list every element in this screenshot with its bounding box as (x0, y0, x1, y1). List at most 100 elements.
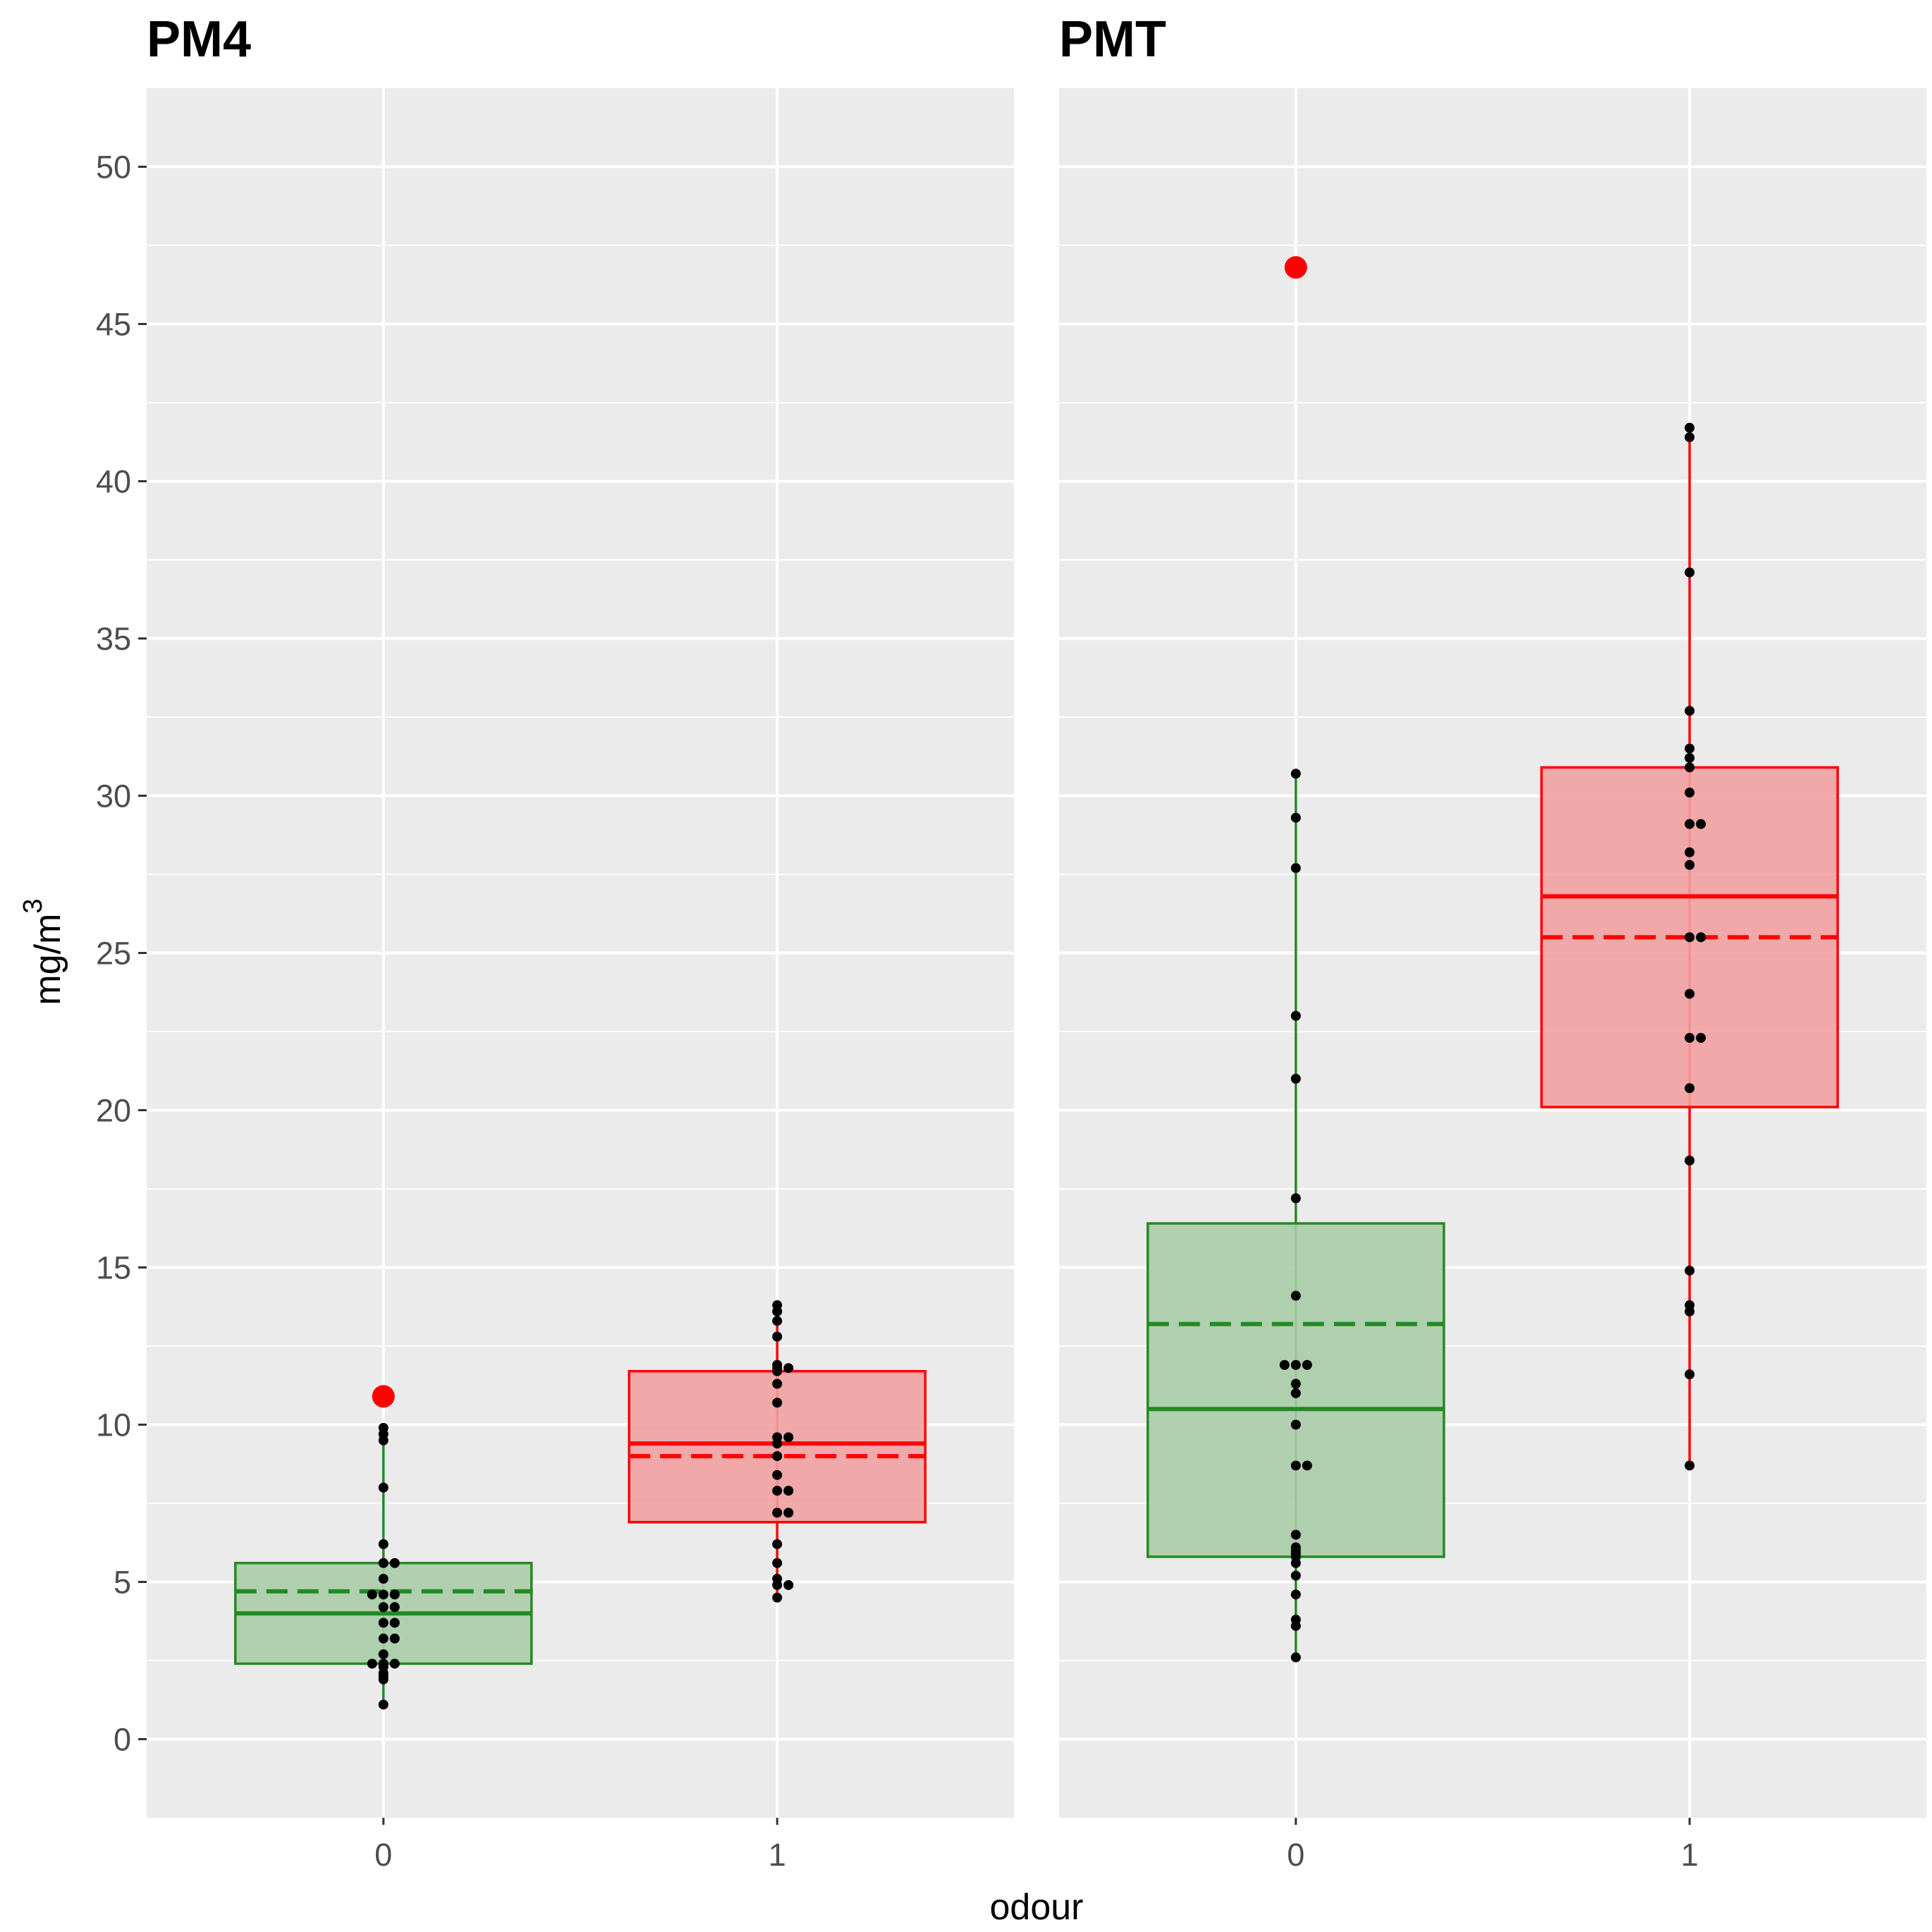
data-point (1290, 863, 1301, 874)
data-point (1290, 1010, 1301, 1021)
data-point (772, 1486, 783, 1496)
data-point (1696, 819, 1706, 829)
data-point (1696, 932, 1706, 943)
data-point (378, 1618, 389, 1628)
data-point (389, 1602, 400, 1613)
data-point (1290, 1359, 1301, 1370)
data-point (772, 1331, 783, 1342)
y-tick-label: 15 (96, 1250, 131, 1286)
data-point (378, 1658, 389, 1669)
data-point (1290, 1542, 1301, 1553)
data-point (1685, 706, 1695, 716)
data-point (783, 1579, 794, 1590)
data-point (783, 1363, 794, 1374)
data-point (772, 1469, 783, 1480)
data-point (1302, 1460, 1312, 1471)
data-point (1279, 1359, 1290, 1370)
data-point (1290, 1615, 1301, 1625)
y-axis-title-superscript: 3 (18, 898, 48, 913)
data-point (772, 1300, 783, 1311)
data-point (1302, 1359, 1312, 1370)
data-point (772, 1539, 783, 1549)
x-tick-label: 0 (1287, 1837, 1304, 1873)
data-point (772, 1574, 783, 1584)
data-point (1685, 1265, 1695, 1276)
data-point (772, 1316, 783, 1326)
data-point (378, 1699, 389, 1710)
data-point (1290, 1419, 1301, 1430)
data-point (1290, 1193, 1301, 1204)
x-axis-title: odour (990, 1887, 1084, 1928)
data-point (1290, 1652, 1301, 1663)
y-tick-label: 45 (96, 307, 131, 343)
panel-pmt: PMT 0 1 (1059, 11, 1926, 1873)
data-point (378, 1558, 389, 1568)
data-point (367, 1589, 377, 1600)
data-point (1290, 1529, 1301, 1540)
data-point (772, 1359, 783, 1370)
data-point (772, 1432, 783, 1443)
data-point (772, 1508, 783, 1518)
data-point (1290, 1388, 1301, 1398)
outlier-point (1284, 256, 1307, 279)
data-point (772, 1378, 783, 1389)
data-point (1685, 1369, 1695, 1380)
data-point (378, 1574, 389, 1584)
data-point (389, 1658, 400, 1669)
data-point (772, 1451, 783, 1462)
data-point (1696, 1032, 1706, 1043)
data-point (389, 1589, 400, 1600)
data-point (1290, 1378, 1301, 1389)
y-tick-label: 5 (114, 1565, 131, 1601)
data-point (772, 1558, 783, 1568)
data-point (378, 1589, 389, 1600)
y-axis-title-base: mg/m (27, 914, 68, 1005)
data-point (1685, 762, 1695, 773)
panel-title: PM4 (147, 11, 251, 68)
data-point (378, 1633, 389, 1644)
data-point (1290, 812, 1301, 823)
y-tick-label: 35 (96, 621, 131, 657)
y-tick-label: 40 (96, 464, 131, 500)
data-point (378, 1649, 389, 1660)
data-point (378, 1602, 389, 1613)
data-point (1685, 819, 1695, 829)
data-point (378, 1482, 389, 1493)
data-point (1290, 1290, 1301, 1301)
data-point (1685, 743, 1695, 754)
x-tick-label: 1 (769, 1837, 786, 1873)
data-point (1685, 788, 1695, 798)
data-point (1685, 422, 1695, 433)
data-point (1290, 1589, 1301, 1600)
data-point (1685, 860, 1695, 870)
data-point (367, 1658, 377, 1669)
box-group-1 (1540, 422, 1839, 1471)
y-axis-title: mg/m3 (18, 898, 68, 1005)
data-point (1685, 989, 1695, 999)
y-tick-label: 30 (96, 778, 131, 814)
x-tick-label: 0 (374, 1837, 392, 1873)
data-point (389, 1618, 400, 1628)
data-point (772, 1592, 783, 1603)
y-tick-label: 20 (96, 1093, 131, 1129)
data-point (1290, 1460, 1301, 1471)
box-group-0 (1147, 256, 1445, 1663)
data-point (1685, 1083, 1695, 1094)
data-point (378, 1539, 389, 1549)
data-point (1685, 1032, 1695, 1043)
outlier-point (372, 1385, 395, 1408)
data-point (1685, 1155, 1695, 1166)
data-point (783, 1486, 794, 1496)
data-point (1290, 1073, 1301, 1084)
data-point (389, 1633, 400, 1644)
box-group-1 (628, 1300, 927, 1603)
data-point (1290, 769, 1301, 779)
panel-title: PMT (1059, 11, 1166, 68)
data-point (1685, 432, 1695, 443)
y-tick-label: 0 (114, 1722, 131, 1758)
panel-pm4: PM4 0 1 (147, 11, 1014, 1873)
y-tick-label: 25 (96, 936, 131, 972)
data-point (1685, 567, 1695, 577)
y-tick-label: 50 (96, 149, 131, 185)
